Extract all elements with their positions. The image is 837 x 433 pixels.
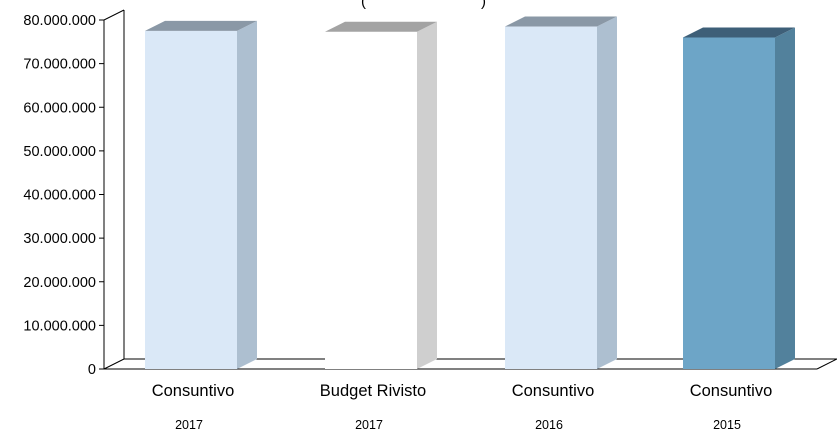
x-category-label: Consuntivo xyxy=(152,382,235,400)
x-axis-labels: Consuntivo 2017 Budget Rivisto 2017 Consunti… xyxy=(152,382,773,432)
y-tick-label: 60.000.000 xyxy=(23,100,96,116)
x-year-label: 2015 xyxy=(713,418,741,432)
floor-right-edge xyxy=(816,358,837,370)
bar-top xyxy=(683,27,795,38)
y-tick-label: 80.000.000 xyxy=(23,13,96,29)
x-category-label: Consuntivo xyxy=(512,382,595,400)
bar-side xyxy=(775,27,795,369)
bar-side xyxy=(597,16,617,369)
bar-top xyxy=(505,16,617,27)
y-axis: 0 10.000.000 20.000.000 30.000.000 40.000.00… xyxy=(23,13,104,378)
bar xyxy=(505,16,617,369)
y-tick-label: 50.000.000 xyxy=(23,144,96,160)
y-tick-label: 10.000.000 xyxy=(23,318,96,334)
bar xyxy=(145,20,257,369)
y-tick-label: 20.000.000 xyxy=(23,275,96,291)
x-category-label: Budget Rivisto xyxy=(320,382,426,400)
bar-side xyxy=(417,21,437,370)
bar-front xyxy=(505,26,597,369)
x-year-label: 2017 xyxy=(175,418,203,432)
bar xyxy=(683,27,795,369)
bar xyxy=(325,21,437,370)
x-year-label: 2017 xyxy=(355,418,383,432)
y-tick-label: 0 xyxy=(88,362,96,378)
chart-title-fragment: ( xyxy=(361,0,366,10)
y-tick-label: 30.000.000 xyxy=(23,231,96,247)
bar-front xyxy=(325,31,417,370)
top-edge-line xyxy=(103,9,125,21)
bar-top xyxy=(145,20,257,31)
bars xyxy=(145,16,795,370)
bar-top xyxy=(325,21,437,32)
x-category-label: Consuntivo xyxy=(690,382,773,400)
bar-front xyxy=(145,30,237,369)
y-tick-label: 40.000.000 xyxy=(23,188,96,204)
y-tick-label: 70.000.000 xyxy=(23,57,96,73)
bar-front xyxy=(683,37,775,369)
chart-title-fragment-right: ) xyxy=(481,0,486,10)
x-year-label: 2016 xyxy=(535,418,563,432)
bar-side xyxy=(237,20,257,369)
floor-left-edge xyxy=(103,358,125,370)
